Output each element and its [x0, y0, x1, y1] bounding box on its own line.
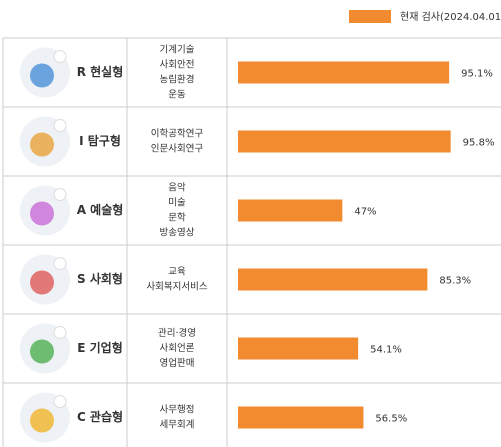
field-label: 영업판매 [160, 357, 195, 369]
field-label: 사회안전 [160, 60, 195, 71]
icon-badge [53, 50, 67, 63]
value-label: 54.1% [370, 345, 402, 356]
field-label: 사무행정 [160, 404, 195, 416]
icon [30, 201, 54, 226]
category-label: R 현실형 [77, 64, 124, 79]
value-label: 47% [354, 207, 376, 218]
field-label: 교육 [168, 267, 186, 278]
legend-swatch [349, 10, 391, 23]
icon-badge [53, 257, 67, 270]
bar [238, 130, 451, 153]
field-label: 사회복지서비스 [146, 282, 207, 293]
category-label: A 예술형 [77, 202, 124, 217]
bar [238, 61, 450, 84]
icon [30, 63, 54, 88]
icon-badge [53, 395, 67, 408]
field-label: 기계기술 [160, 44, 195, 56]
field-label: 음악 [168, 182, 186, 194]
category-label: S 사회형 [77, 271, 123, 286]
field-label: 농림환경 [160, 74, 195, 86]
field-label: 미술 [168, 198, 186, 209]
field-label: 관리·경영 [158, 327, 196, 339]
field-label: 운동 [168, 90, 186, 101]
icon [30, 270, 54, 295]
icon [30, 339, 54, 364]
field-label: 인문사회연구 [151, 144, 204, 155]
value-label: 56.5% [375, 414, 407, 425]
category-label: I 탐구형 [79, 133, 121, 148]
bar [238, 337, 359, 360]
icon [30, 132, 54, 157]
icon-badge [53, 119, 67, 132]
value-label: 95.1% [461, 69, 493, 80]
icon-badge [53, 188, 67, 201]
field-label: 사회언론 [160, 342, 195, 354]
field-label: 이학공학연구 [151, 129, 204, 140]
legend-label: 현재 검사(2024.04.01) [400, 11, 501, 23]
field-label: 세무회계 [160, 419, 195, 431]
icon [30, 408, 54, 433]
category-label: C 관습형 [77, 409, 123, 424]
category-label: E 기업형 [77, 340, 123, 355]
value-label: 95.8% [463, 138, 495, 149]
value-label: 85.3% [439, 276, 471, 287]
bar [238, 406, 364, 429]
icon-badge [53, 326, 67, 339]
bar [238, 199, 343, 222]
field-label: 문학 [168, 213, 186, 224]
field-label: 방송영상 [160, 228, 195, 239]
bar [238, 268, 428, 291]
